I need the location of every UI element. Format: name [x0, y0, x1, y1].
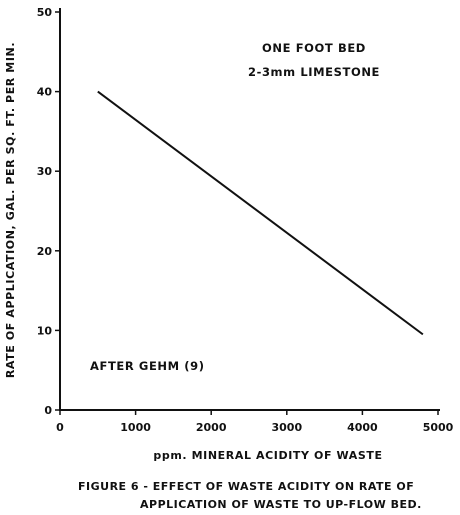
- y-tick-label: 10: [37, 324, 53, 337]
- y-tick-label: 0: [44, 404, 52, 417]
- y-tick-label: 40: [37, 86, 53, 99]
- caption-line-2: APPLICATION OF WASTE TO UP-FLOW BED.: [140, 498, 422, 511]
- x-tick-label: 4000: [347, 421, 378, 434]
- x-tick-label: 0: [56, 421, 64, 434]
- annotation-bed: ONE FOOT BED: [262, 41, 366, 55]
- x-tick-label: 1000: [120, 421, 151, 434]
- series: [97, 90, 424, 336]
- x-tick-label: 2000: [196, 421, 227, 434]
- annotation-limestone: 2-3mm LIMESTONE: [248, 65, 380, 79]
- annotation-source: AFTER GEHM (9): [90, 359, 205, 373]
- y-tick-label: 50: [37, 6, 53, 19]
- caption-line-1: FIGURE 6 - EFFECT OF WASTE ACIDITY ON RA…: [78, 480, 414, 493]
- y-axis-label: RATE OF APPLICATION, GAL. PER SQ. FT. PE…: [4, 42, 17, 378]
- x-axis-label: ppm. MINERAL ACIDITY OF WASTE: [153, 449, 382, 462]
- y-tick-label: 30: [37, 165, 53, 178]
- series-line: [97, 90, 424, 336]
- x-tick-label: 3000: [271, 421, 302, 434]
- x-tick-label: 5000: [423, 421, 454, 434]
- axes: 0 1000 2000 3000 4000 5000 0 10 20 30 40 50: [37, 6, 454, 434]
- x-ticks: 0 1000 2000 3000 4000 5000: [56, 410, 454, 434]
- y-ticks: 0 10 20 30 40 50: [37, 6, 60, 417]
- y-tick-label: 20: [37, 245, 53, 258]
